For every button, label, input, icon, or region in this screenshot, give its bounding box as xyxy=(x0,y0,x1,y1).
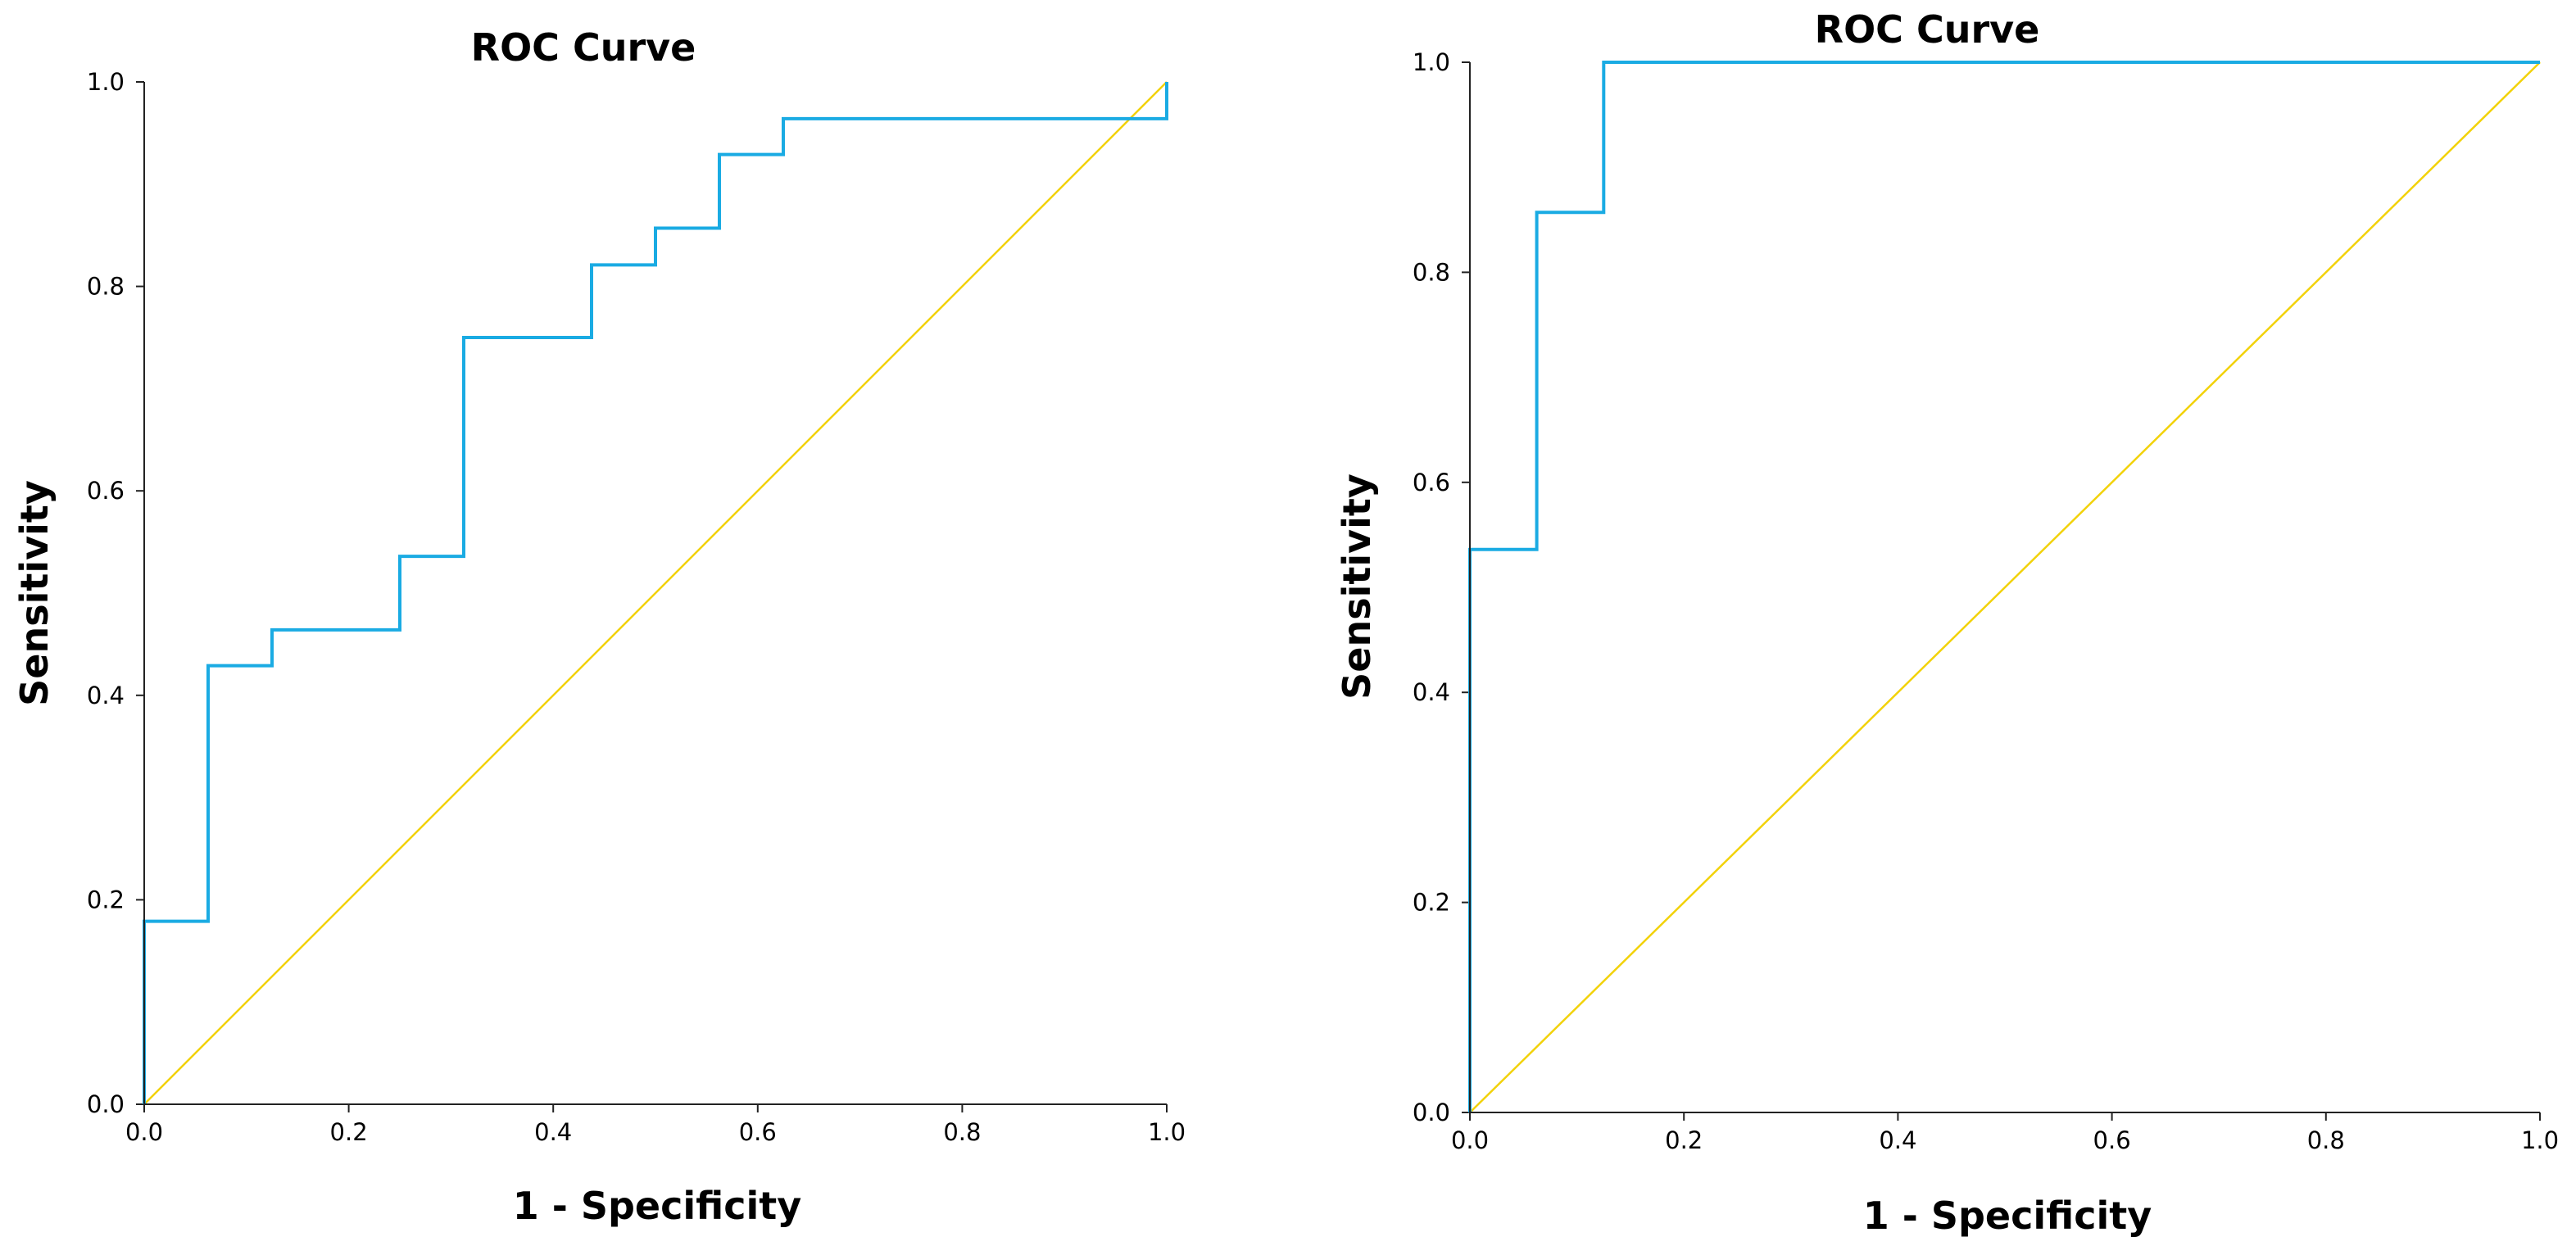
y-axis-label: Sensitivity xyxy=(12,480,57,706)
y-tick-label: 1.0 xyxy=(87,68,125,96)
y-axis-label: Sensitivity xyxy=(1335,473,1379,700)
roc-chart-left: ROC Curve Sensitivity 1 - Specificity 0.… xyxy=(12,25,1186,1228)
x-tick-label: 0.0 xyxy=(1451,1126,1489,1154)
series-group xyxy=(1468,61,2541,1113)
y-tick-label: 0.8 xyxy=(1413,258,1450,286)
y-tick-label: 0.2 xyxy=(87,886,125,913)
x-tick-label: 0.8 xyxy=(943,1118,981,1146)
y-tick-label: 0.0 xyxy=(1413,1099,1450,1126)
chart-title: ROC Curve xyxy=(1815,7,2040,52)
reference-line xyxy=(1469,61,2541,1113)
x-tick-label: 0.6 xyxy=(739,1118,777,1146)
chart-title: ROC Curve xyxy=(471,25,696,70)
y-tick-label: 0.6 xyxy=(1413,469,1450,496)
x-tick-label: 0.2 xyxy=(330,1118,368,1146)
y-tick-label: 0.8 xyxy=(87,273,125,301)
y-tick-label: 0.4 xyxy=(87,682,125,709)
x-axis-label: 1 - Specificity xyxy=(513,1184,802,1228)
x-axis-label: 1 - Specificity xyxy=(1863,1194,2152,1238)
x-tick-label: 1.0 xyxy=(2521,1126,2559,1154)
x-tick-label: 0.8 xyxy=(2307,1126,2345,1154)
x-tick-label: 0.4 xyxy=(1879,1126,1916,1154)
x-tick-label: 0.6 xyxy=(2093,1126,2131,1154)
x-tick-label: 0.4 xyxy=(534,1118,572,1146)
tick-group: 0.0 0.2 0.4 0.6 0.8 1.0 0.0 0.2 0.4 0.6 0.8 1.0 xyxy=(1413,48,2559,1154)
roc-chart-right: ROC Curve Sensitivity 1 - Specificity 0.… xyxy=(1335,7,2559,1238)
y-tick-label: 1.0 xyxy=(1413,48,1450,76)
x-tick-label: 0.0 xyxy=(125,1118,163,1146)
reference-line xyxy=(143,81,1168,1105)
tick-group: 0.0 0.2 0.4 0.6 0.8 1.0 0.0 0.2 0.4 0.6 0.8 1.0 xyxy=(87,68,1186,1146)
y-tick-label: 0.0 xyxy=(87,1090,125,1118)
roc-curve-line xyxy=(143,82,1168,1104)
y-tick-label: 0.6 xyxy=(87,477,125,505)
series-group xyxy=(143,81,1168,1105)
x-tick-label: 0.2 xyxy=(1665,1126,1703,1154)
x-tick-label: 1.0 xyxy=(1148,1118,1186,1146)
y-tick-label: 0.4 xyxy=(1413,678,1450,706)
y-tick-label: 0.2 xyxy=(1413,889,1450,917)
